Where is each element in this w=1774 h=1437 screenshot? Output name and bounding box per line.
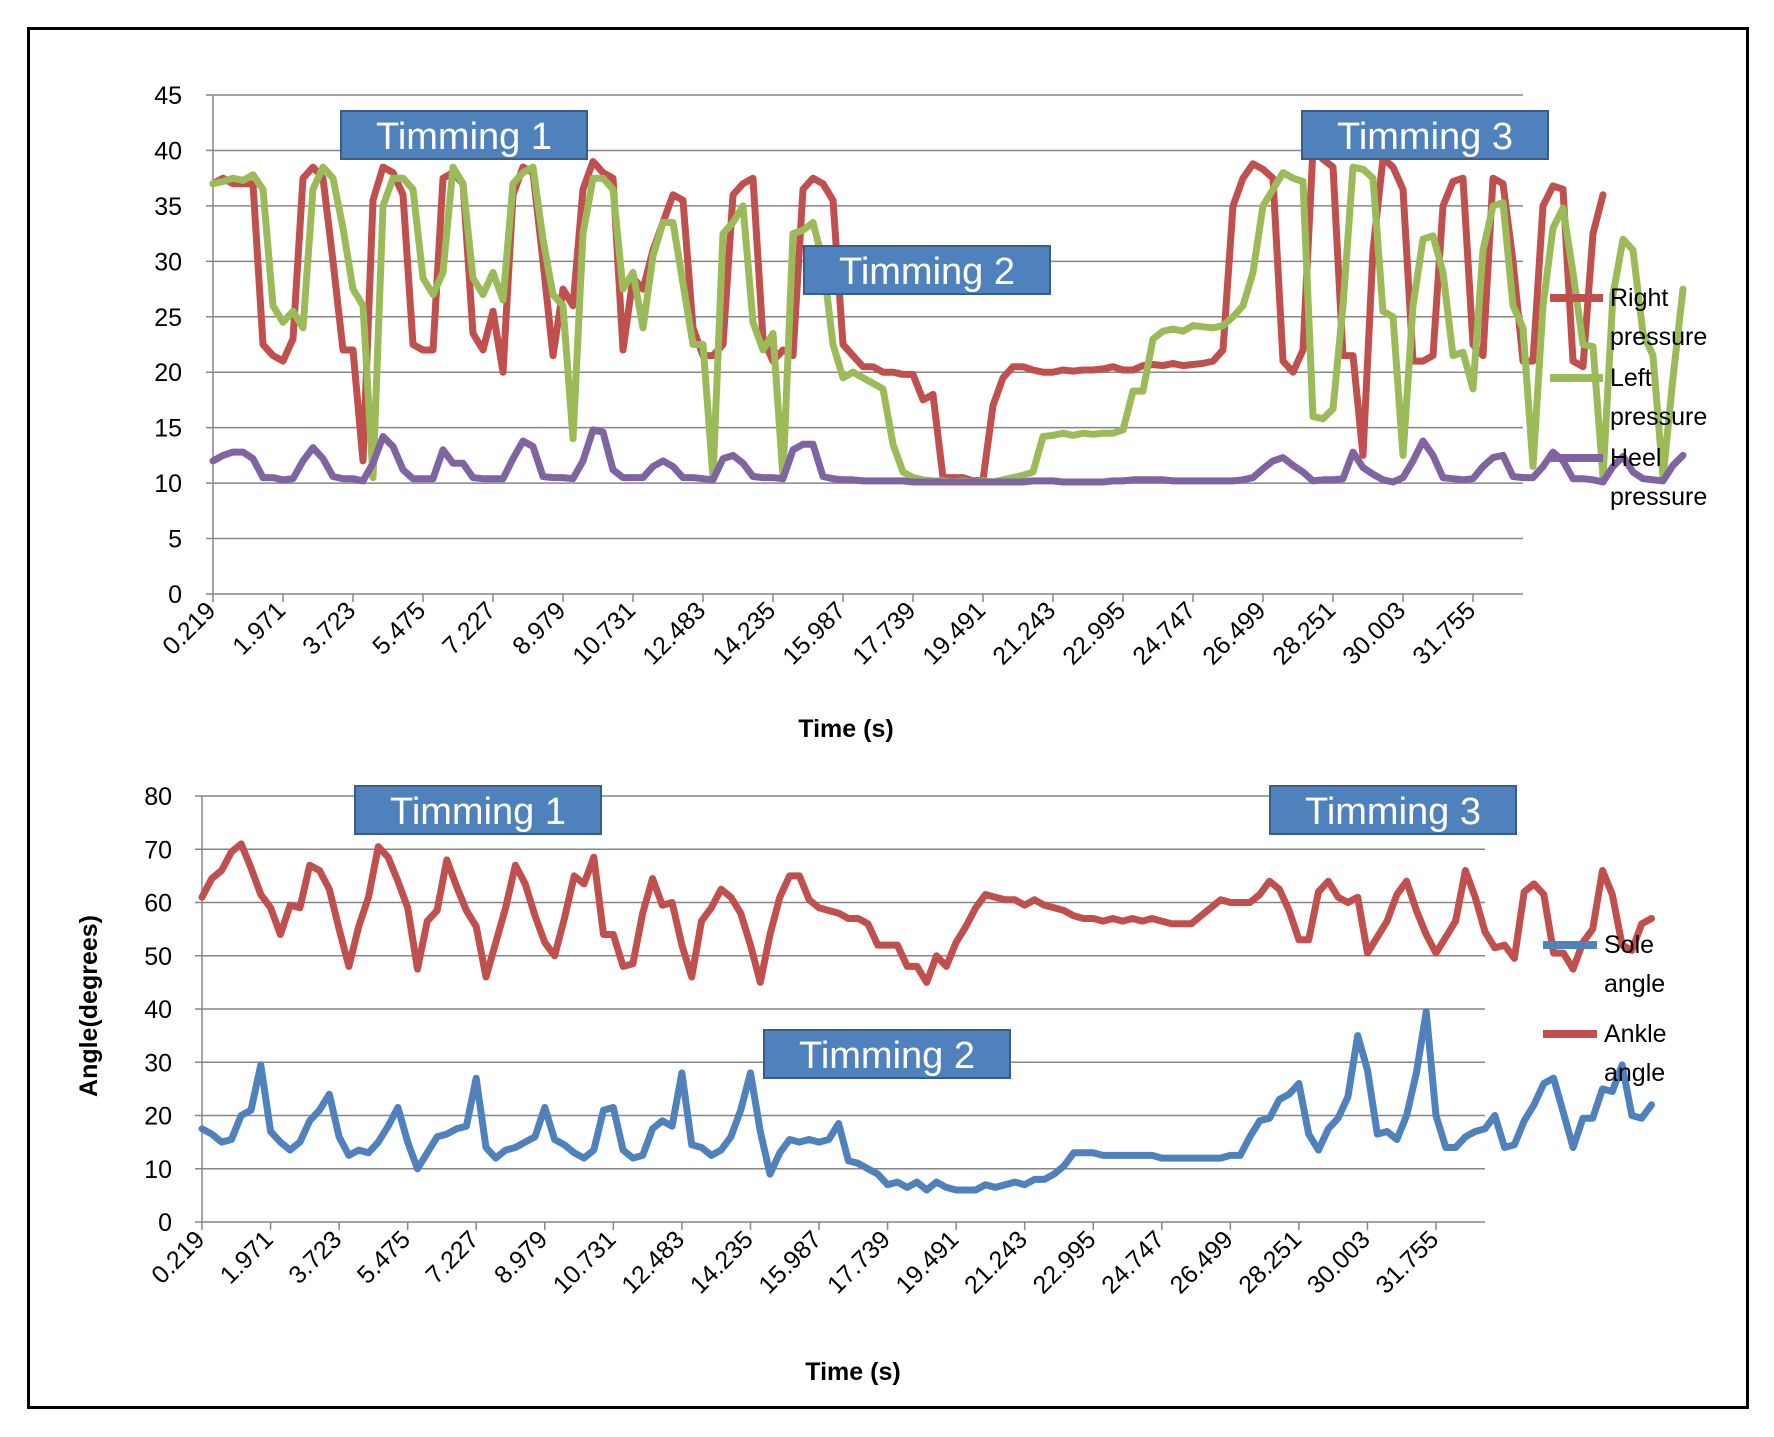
pressure-chart-legend: Right pressure Left pressure Heel pressure bbox=[1550, 284, 1707, 511]
y-tick-label: 70 bbox=[144, 836, 172, 864]
angle-chart-y-tick-labels: 0 10 20 30 40 50 60 70 80 bbox=[144, 783, 172, 1237]
x-tick-label: 10.731 bbox=[567, 596, 641, 670]
x-tick-label: 26.499 bbox=[1197, 596, 1271, 670]
x-tick-label: 14.235 bbox=[685, 1225, 759, 1299]
x-tick-label: 22.995 bbox=[1028, 1225, 1102, 1299]
y-tick-label: 15 bbox=[154, 415, 182, 443]
legend-ankle-angle-label: Ankle angle bbox=[1604, 1020, 1667, 1087]
x-tick-label: 0.219 bbox=[157, 596, 221, 660]
x-tick-label: 15.987 bbox=[777, 596, 851, 670]
x-tick-label: 15.987 bbox=[753, 1225, 827, 1299]
annotation-timming-1: Timming 1 bbox=[376, 116, 552, 158]
pressure-chart-axes bbox=[206, 94, 1523, 602]
x-tick-label: 0.219 bbox=[146, 1225, 210, 1289]
y-tick-label: 60 bbox=[144, 890, 172, 918]
x-tick-label: 17.739 bbox=[822, 1225, 896, 1299]
legend-left-pressure-label: Left pressure bbox=[1610, 364, 1707, 431]
x-tick-label: 21.243 bbox=[959, 1225, 1033, 1299]
x-tick-label: 19.491 bbox=[891, 1225, 965, 1299]
y-tick-label: 0 bbox=[168, 581, 182, 609]
y-tick-label: 35 bbox=[154, 193, 182, 221]
x-tick-label: 1.971 bbox=[227, 596, 291, 660]
x-tick-label: 17.739 bbox=[847, 596, 921, 670]
x-tick-label: 31.755 bbox=[1407, 596, 1481, 670]
pressure-chart-y-tick-labels: 0 5 10 15 20 25 30 35 40 45 bbox=[154, 82, 182, 609]
x-tick-label: 5.475 bbox=[367, 596, 431, 660]
x-tick-label: 28.251 bbox=[1267, 596, 1341, 670]
legend-right-pressure-label: Right pressure bbox=[1610, 284, 1707, 351]
x-tick-label: 1.971 bbox=[215, 1225, 279, 1289]
x-tick-label: 8.979 bbox=[489, 1225, 553, 1289]
y-tick-label: 30 bbox=[154, 248, 182, 276]
y-tick-label: 20 bbox=[154, 359, 182, 387]
y-tick-label: 40 bbox=[144, 996, 172, 1024]
angle-chart-series bbox=[198, 840, 1655, 1194]
pressure-chart-annotations: Timming 1 Timming 2 Timming 3 bbox=[340, 110, 1549, 295]
annotation-timming-3: Timming 3 bbox=[1337, 116, 1513, 158]
series-line-ankle bbox=[198, 840, 1655, 986]
x-tick-label: 24.747 bbox=[1096, 1225, 1170, 1299]
angle-chart-legend: Sole angle Ankle angle bbox=[1543, 931, 1667, 1087]
pressure-chart-x-axis-title: Time (s) bbox=[798, 715, 893, 743]
y-tick-label: 10 bbox=[144, 1156, 172, 1184]
x-tick-label: 21.243 bbox=[987, 596, 1061, 670]
x-tick-label: 12.483 bbox=[616, 1225, 690, 1299]
legend-heel-pressure-label: Heel pressure bbox=[1610, 444, 1707, 511]
series-line-right bbox=[209, 144, 1607, 485]
x-tick-label: 8.979 bbox=[507, 596, 571, 660]
x-tick-label: 7.227 bbox=[420, 1225, 484, 1289]
x-tick-label: 31.755 bbox=[1370, 1225, 1444, 1299]
angle-chart-x-axis-title: Time (s) bbox=[805, 1358, 900, 1386]
annotation-timming-1: Timming 1 bbox=[390, 791, 566, 833]
x-tick-label: 10.731 bbox=[548, 1225, 622, 1299]
y-tick-label: 20 bbox=[144, 1103, 172, 1131]
angle-chart-annotations: Timming 1 Timming 2 Timming 3 bbox=[354, 785, 1517, 1079]
annotation-timming-1-box bbox=[340, 110, 588, 160]
x-tick-label: 12.483 bbox=[637, 596, 711, 670]
pressure-chart-series bbox=[209, 144, 1687, 486]
x-tick-label: 3.723 bbox=[297, 596, 361, 660]
annotation-timming-3-box bbox=[1301, 110, 1549, 160]
pressure-chart: 0 5 10 15 20 25 30 35 40 45 0.219 1.971 3.723 5.475 7… bbox=[154, 82, 1707, 743]
x-tick-label: 22.995 bbox=[1057, 596, 1131, 670]
x-tick-label: 19.491 bbox=[917, 596, 991, 670]
series-line-heel bbox=[209, 426, 1687, 486]
x-tick-label: 28.251 bbox=[1233, 1225, 1307, 1299]
annotation-timming-2-box bbox=[763, 1029, 1011, 1079]
y-tick-label: 5 bbox=[168, 526, 182, 554]
angle-chart-y-axis-title: Angle(degrees) bbox=[75, 915, 103, 1097]
y-tick-label: 25 bbox=[154, 304, 182, 332]
annotation-timming-3-box bbox=[1269, 785, 1517, 835]
x-tick-label: 14.235 bbox=[707, 596, 781, 670]
angle-chart-x-tick-labels: 0.219 1.971 3.723 5.475 7.227 8.97910.73112.4… bbox=[146, 1225, 1444, 1299]
y-tick-label: 45 bbox=[154, 82, 182, 110]
y-tick-label: 0 bbox=[158, 1209, 172, 1237]
annotation-timming-2-box bbox=[803, 245, 1051, 295]
annotation-timming-2: Timming 2 bbox=[799, 1035, 975, 1077]
legend-sole-angle-label: Sole angle bbox=[1604, 931, 1665, 998]
x-tick-label: 3.723 bbox=[283, 1225, 347, 1289]
x-tick-label: 24.747 bbox=[1127, 596, 1201, 670]
x-tick-label: 30.003 bbox=[1302, 1225, 1376, 1299]
y-tick-label: 40 bbox=[154, 137, 182, 165]
annotation-timming-3: Timming 3 bbox=[1305, 791, 1481, 833]
annotation-timming-2: Timming 2 bbox=[839, 251, 1015, 293]
x-tick-label: 30.003 bbox=[1337, 596, 1411, 670]
x-tick-label: 7.227 bbox=[437, 596, 501, 660]
angle-chart-axes bbox=[195, 795, 1485, 1230]
angle-chart: 0 10 20 30 40 50 60 70 80 0.219 1.971 3.723 5.475 7.… bbox=[75, 783, 1667, 1386]
y-tick-label: 30 bbox=[144, 1049, 172, 1077]
y-tick-label: 10 bbox=[154, 470, 182, 498]
x-tick-label: 5.475 bbox=[352, 1225, 416, 1289]
y-tick-label: 50 bbox=[144, 943, 172, 971]
x-tick-label: 26.499 bbox=[1165, 1225, 1239, 1299]
annotation-timming-1-box bbox=[354, 785, 602, 835]
pressure-chart-x-tick-labels: 0.219 1.971 3.723 5.475 7.227 8.97910.73112.4… bbox=[157, 596, 1481, 670]
series-line-sole bbox=[198, 1008, 1655, 1194]
y-tick-label: 80 bbox=[144, 783, 172, 811]
